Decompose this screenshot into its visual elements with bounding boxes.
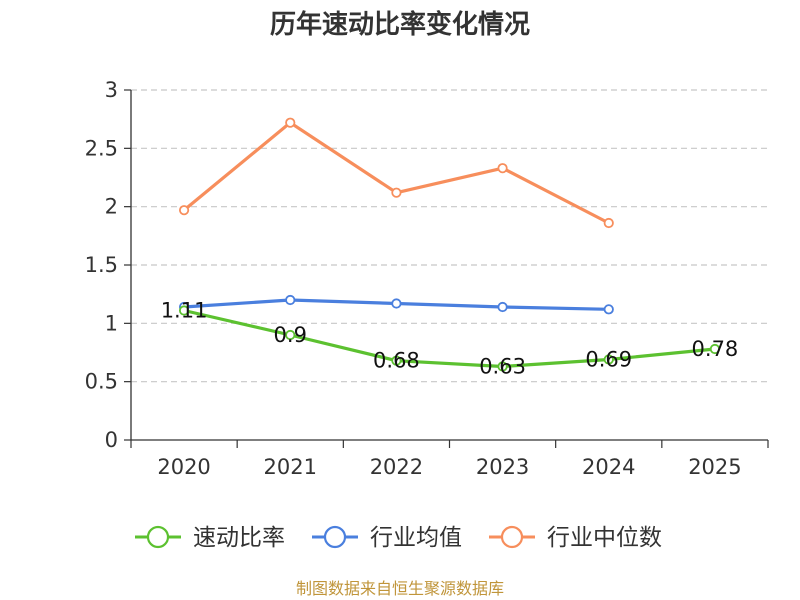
data-point — [178, 305, 190, 316]
legend-marker — [146, 525, 170, 549]
data-point — [497, 163, 508, 174]
data-point — [603, 354, 614, 365]
data-point — [391, 298, 402, 309]
data-label: 1.11 — [161, 299, 208, 323]
legend-label: 行业均值 — [370, 525, 462, 551]
data-point — [285, 117, 296, 128]
x-tick-label: 2023 — [476, 455, 529, 479]
data-point — [285, 294, 296, 306]
y-tick-label: 1 — [105, 311, 118, 335]
legend-marker — [323, 525, 347, 549]
x-tick-label: 2025 — [688, 455, 741, 479]
data-label: 0.68 — [373, 349, 420, 373]
data-point — [709, 343, 721, 355]
y-axis-ticks: 0 0.5 1 1.5 2 2.5 3 — [85, 78, 131, 452]
data-point — [285, 329, 296, 341]
x-tick-label: 2020 — [157, 455, 210, 479]
legend-marker — [500, 525, 524, 549]
y-tick-label: 2 — [105, 195, 118, 219]
data-label: 0.78 — [692, 337, 739, 361]
data-label: 0.63 — [479, 355, 526, 379]
legend-label: 行业中位数 — [547, 525, 662, 551]
data-point — [497, 361, 508, 372]
y-tick-label: 3 — [105, 78, 118, 102]
grid-lines — [131, 89, 768, 383]
data-point — [497, 301, 508, 313]
source-note: 制图数据来自恒生聚源数据库 — [296, 579, 504, 598]
data-point — [178, 205, 190, 216]
x-tick-label: 2022 — [370, 455, 423, 479]
data-point — [603, 304, 614, 315]
y-tick-label: 0 — [105, 428, 118, 452]
data-label: 0.9 — [274, 323, 307, 347]
y-tick-label: 0.5 — [85, 370, 118, 394]
data-labels: 1.11 0.9 0.68 0.63 0.69 0.78 — [161, 299, 739, 379]
series-lines — [178, 117, 721, 372]
data-label: 0.69 — [585, 348, 632, 372]
data-point — [391, 355, 402, 366]
series-line — [183, 121, 610, 225]
y-tick-label: 1.5 — [85, 253, 118, 277]
x-tick-label: 2024 — [582, 455, 635, 479]
y-tick-label: 2.5 — [85, 136, 118, 160]
x-axis-ticks: 2020 2021 2022 2023 2024 2025 — [130, 440, 769, 479]
data-point — [391, 187, 402, 198]
series-line — [183, 308, 716, 369]
legend-label: 速动比率 — [193, 525, 285, 551]
x-tick-label: 2021 — [264, 455, 317, 479]
legend: 速动比率 行业均值 行业中位数 — [135, 525, 662, 551]
data-point — [603, 217, 614, 229]
chart-title: 历年速动比率变化情况 — [270, 9, 530, 40]
